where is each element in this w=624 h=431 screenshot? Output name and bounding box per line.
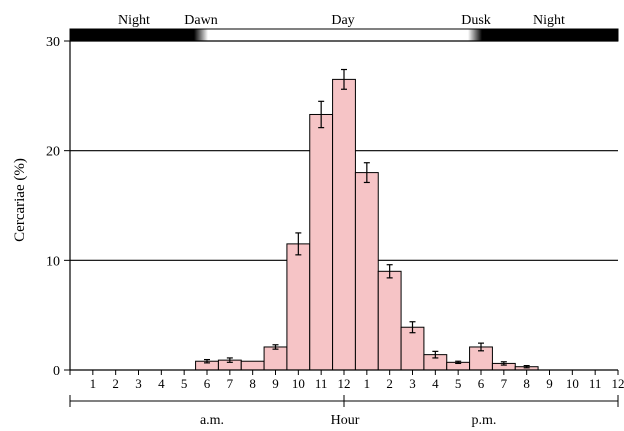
x-tick-label: 9 [272,376,279,391]
x-tick-label: 6 [204,376,211,391]
x-tick-label: 4 [432,376,439,391]
bar-hour-2 [377,270,402,371]
x-tick-label: 3 [135,376,142,391]
x-tick-label: 12 [612,376,624,391]
y-tick-label: 0 [53,364,60,379]
x-tick-label: 5 [181,376,188,391]
bar-hour-8 [240,360,265,371]
x-tick-label: 10 [566,376,579,391]
x-tick-label: 11 [589,376,602,391]
x-tick-label: 11 [315,376,328,391]
label-dusk: Dusk [461,13,491,28]
light-bar-dusk [468,29,482,41]
pm-label: p.m. [472,413,497,428]
label-night-am: Night [118,13,150,28]
light-bar [69,28,619,42]
x-tick-label: 5 [455,376,462,391]
light-bar-dawn [194,29,208,41]
y-tick-label: 10 [46,254,60,269]
label-night-pm: Night [533,13,565,28]
y-tick-label: 30 [46,35,60,50]
light-bar-night-am [70,29,194,41]
bar-hour-10 [286,243,311,371]
x-tick-label: 4 [158,376,165,391]
x-tick-label: 2 [112,376,119,391]
label-dawn: Dawn [184,13,217,28]
x-tick-label: 12 [338,376,351,391]
x-tick-label: 1 [364,376,371,391]
x-axis-label: Hour [331,413,360,428]
bar-hour-3 [400,326,425,371]
light-period-labels: Night Dawn Day Dusk Night [118,13,565,28]
x-tick-label: 6 [478,376,485,391]
bar-hour-12 [332,78,356,371]
y-axis-label: Cercariae (%) [12,158,28,242]
y-tick-label: 20 [46,145,60,160]
label-day: Day [331,13,354,28]
axes [64,40,619,375]
bars [195,68,539,371]
x-tick-label: 8 [523,376,530,391]
bar-hour-1 [354,172,379,371]
light-bar-day [208,29,468,41]
x-tick-label: 1 [90,376,97,391]
x-tick-label: 9 [546,376,553,391]
bar-hour-11 [309,113,334,371]
x-tick-label: 2 [386,376,393,391]
x-tick-label: 3 [409,376,416,391]
light-bar-night-pm [482,29,618,41]
time-axis: a.m. Hour p.m. [69,395,619,428]
am-label: a.m. [200,413,224,428]
x-tick-label: 7 [501,376,508,391]
bar-hour-9 [263,346,288,371]
x-tick-label: 8 [249,376,256,391]
x-tick-label: 10 [292,376,305,391]
x-tick-label: 7 [227,376,234,391]
